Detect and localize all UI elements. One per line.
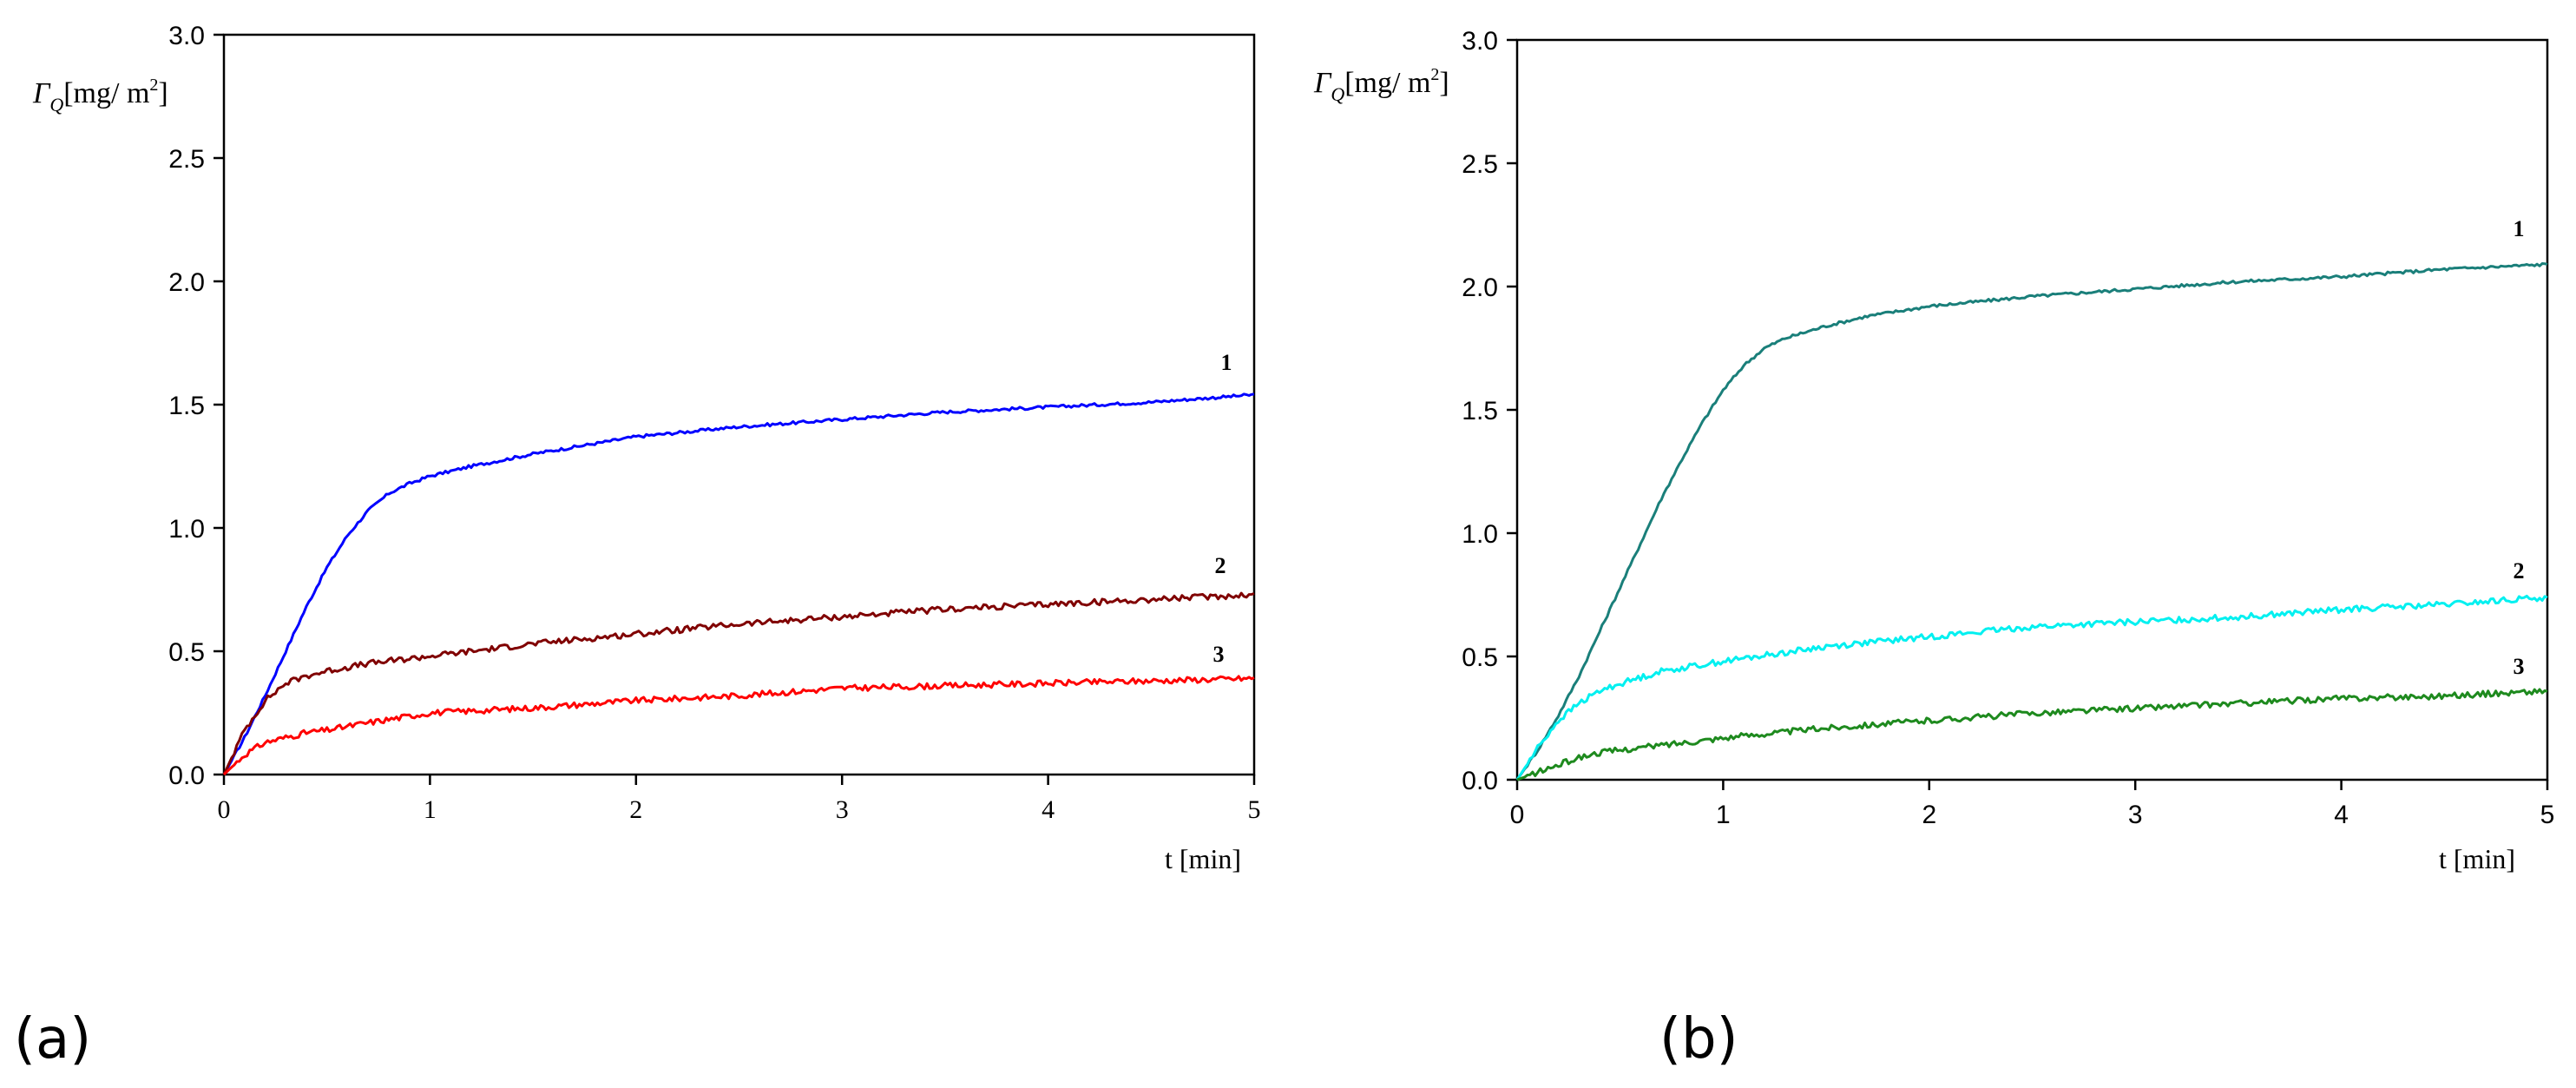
series-label-1: 1 <box>2514 216 2525 241</box>
x-tick-label: 3 <box>2128 801 2143 829</box>
x-tick-label: 2 <box>629 795 642 824</box>
y-axis-label: ΓQ[mg/ m2] <box>32 76 168 115</box>
series-label-3: 3 <box>1213 642 1225 667</box>
x-axis-label: t [min] <box>1165 843 1241 874</box>
series-line-3 <box>1516 688 2548 781</box>
x-tick-label: 1 <box>1716 801 1731 829</box>
series-line-1 <box>222 392 1255 775</box>
series-line-1 <box>1515 262 2548 781</box>
chart-panel-b: 0.0 0.5 1.0 1.5 2.0 2.5 3.0 0 1 2 3 4 5 t [min] ΓQ[mg/… <box>1313 27 2554 1072</box>
x-tick-label: 5 <box>1248 795 1261 824</box>
y-tick-label: 1.0 <box>168 515 205 544</box>
x-tick-label: 2 <box>1922 801 1936 829</box>
x-tick-label: 0 <box>1510 801 1525 829</box>
y-tick-label: 1.0 <box>1462 520 1498 549</box>
y-tick-label: 3.0 <box>168 22 205 50</box>
y-tick-label: 0.5 <box>168 638 205 667</box>
y-tick-label: 2.0 <box>1462 274 1498 302</box>
x-axis-label: t [min] <box>2439 843 2515 874</box>
chart-panel-a: 0.0 0.5 1.0 1.5 2.0 2.5 3.0 0 1 2 3 4 5t [min] ΓQ[mg/… <box>14 22 1261 1072</box>
series-label-2: 2 <box>1215 553 1226 578</box>
x-tick-label: 5 <box>2540 801 2555 829</box>
y-tick-label: 1.5 <box>168 392 205 420</box>
y-tick-label: 0.5 <box>1462 643 1498 672</box>
y-axis-label: ΓQ[mg/ m2] <box>1313 65 1449 105</box>
x-tick-label: 4 <box>2334 801 2349 829</box>
series-line-3 <box>222 675 1255 776</box>
series-label-1: 1 <box>1221 350 1232 375</box>
panel-label: (b) <box>1659 1007 1738 1072</box>
x-tick-label: 4 <box>1042 795 1055 824</box>
x-tick-label: 1 <box>424 795 437 824</box>
series-line-2 <box>222 591 1255 775</box>
y-tick-label: 0.0 <box>168 762 205 790</box>
x-tick-label: 0 <box>218 795 231 824</box>
x-tick-label: 3 <box>836 795 849 824</box>
panel-label: (a) <box>14 1007 91 1072</box>
series-label-2: 2 <box>2514 558 2525 584</box>
y-tick-label: 2.5 <box>168 145 205 174</box>
y-tick-label: 1.5 <box>1462 397 1498 425</box>
y-tick-label: 3.0 <box>1462 27 1498 56</box>
y-tick-label: 0.0 <box>1462 767 1498 795</box>
series-line-2 <box>1515 594 2548 781</box>
y-tick-label: 2.0 <box>168 268 205 297</box>
y-tick-label: 2.5 <box>1462 150 1498 179</box>
series-label-3: 3 <box>2514 654 2525 679</box>
